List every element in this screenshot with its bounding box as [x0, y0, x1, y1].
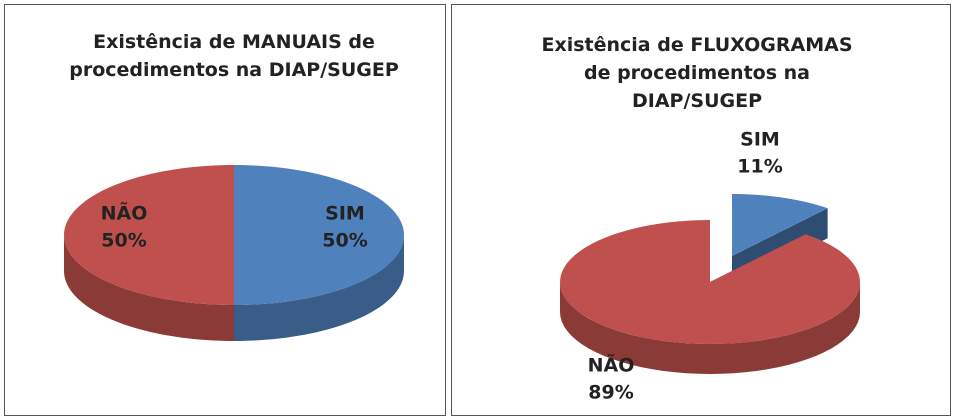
data-label-value: 50% — [101, 230, 146, 252]
data-label-category: SIM — [325, 203, 365, 225]
data-label-category: NÃO — [588, 353, 635, 377]
data-label-category: SIM — [740, 129, 780, 151]
data-label-category: NÃO — [101, 201, 148, 225]
pie-slice — [560, 220, 860, 344]
data-label-value: 50% — [322, 230, 367, 252]
pie-side — [64, 235, 234, 341]
chart-panel — [4, 4, 446, 416]
chart-title: Existência de MANUAIS de procedimentos n… — [69, 31, 399, 81]
pie-slice — [234, 165, 404, 305]
pie-slice — [64, 165, 234, 305]
chart-panel — [451, 4, 951, 416]
chart-title: Existência de FLUXOGRAMAS de procediment… — [541, 34, 853, 112]
data-label-value: 11% — [737, 156, 782, 178]
pie-side — [560, 282, 860, 374]
pie-slice — [732, 194, 828, 256]
pie-side — [234, 235, 404, 341]
data-label-value: 89% — [588, 382, 633, 404]
